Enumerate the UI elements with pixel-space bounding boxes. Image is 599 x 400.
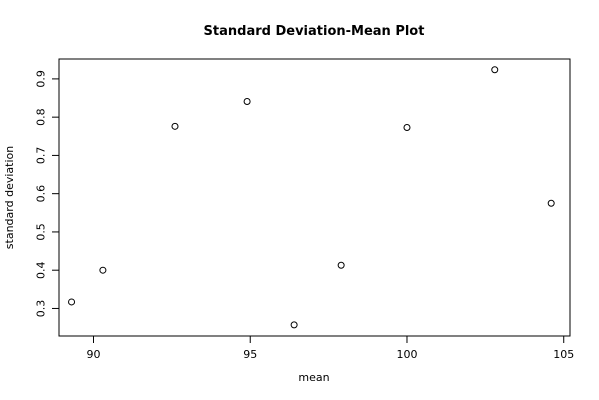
y-tick-label: 0.5: [35, 223, 48, 241]
y-tick-label: 0.4: [35, 261, 48, 279]
y-axis: 0.3 0.4 0.5 0.6 0.7 0.8 0.9: [35, 70, 60, 317]
y-tick-label: 0.8: [35, 108, 48, 126]
x-tick-label: 90: [86, 348, 100, 361]
x-tick-label: 105: [553, 348, 574, 361]
y-tick-label: 0.3: [35, 300, 48, 318]
data-point: [99, 266, 107, 274]
plot-area-frame: [58, 58, 571, 337]
x-axis: 90 95 100 105: [86, 335, 574, 361]
y-tick-label: 0.6: [35, 185, 48, 203]
y-axis-label: standard deviation: [3, 146, 16, 249]
x-tick-label: 100: [396, 348, 417, 361]
data-points: [68, 66, 555, 329]
data-point: [171, 122, 179, 130]
y-tick-label: 0.7: [35, 147, 48, 165]
x-tick-label: 95: [243, 348, 257, 361]
data-point: [491, 66, 499, 74]
x-axis-label: mean: [298, 371, 329, 384]
data-point: [68, 298, 76, 306]
data-point: [337, 261, 345, 269]
data-point: [547, 199, 555, 207]
data-point: [243, 97, 251, 105]
chart-title: Standard Deviation-Mean Plot: [204, 24, 425, 39]
data-point: [290, 321, 298, 329]
data-point: [403, 123, 411, 131]
y-tick-label: 0.9: [35, 70, 48, 88]
